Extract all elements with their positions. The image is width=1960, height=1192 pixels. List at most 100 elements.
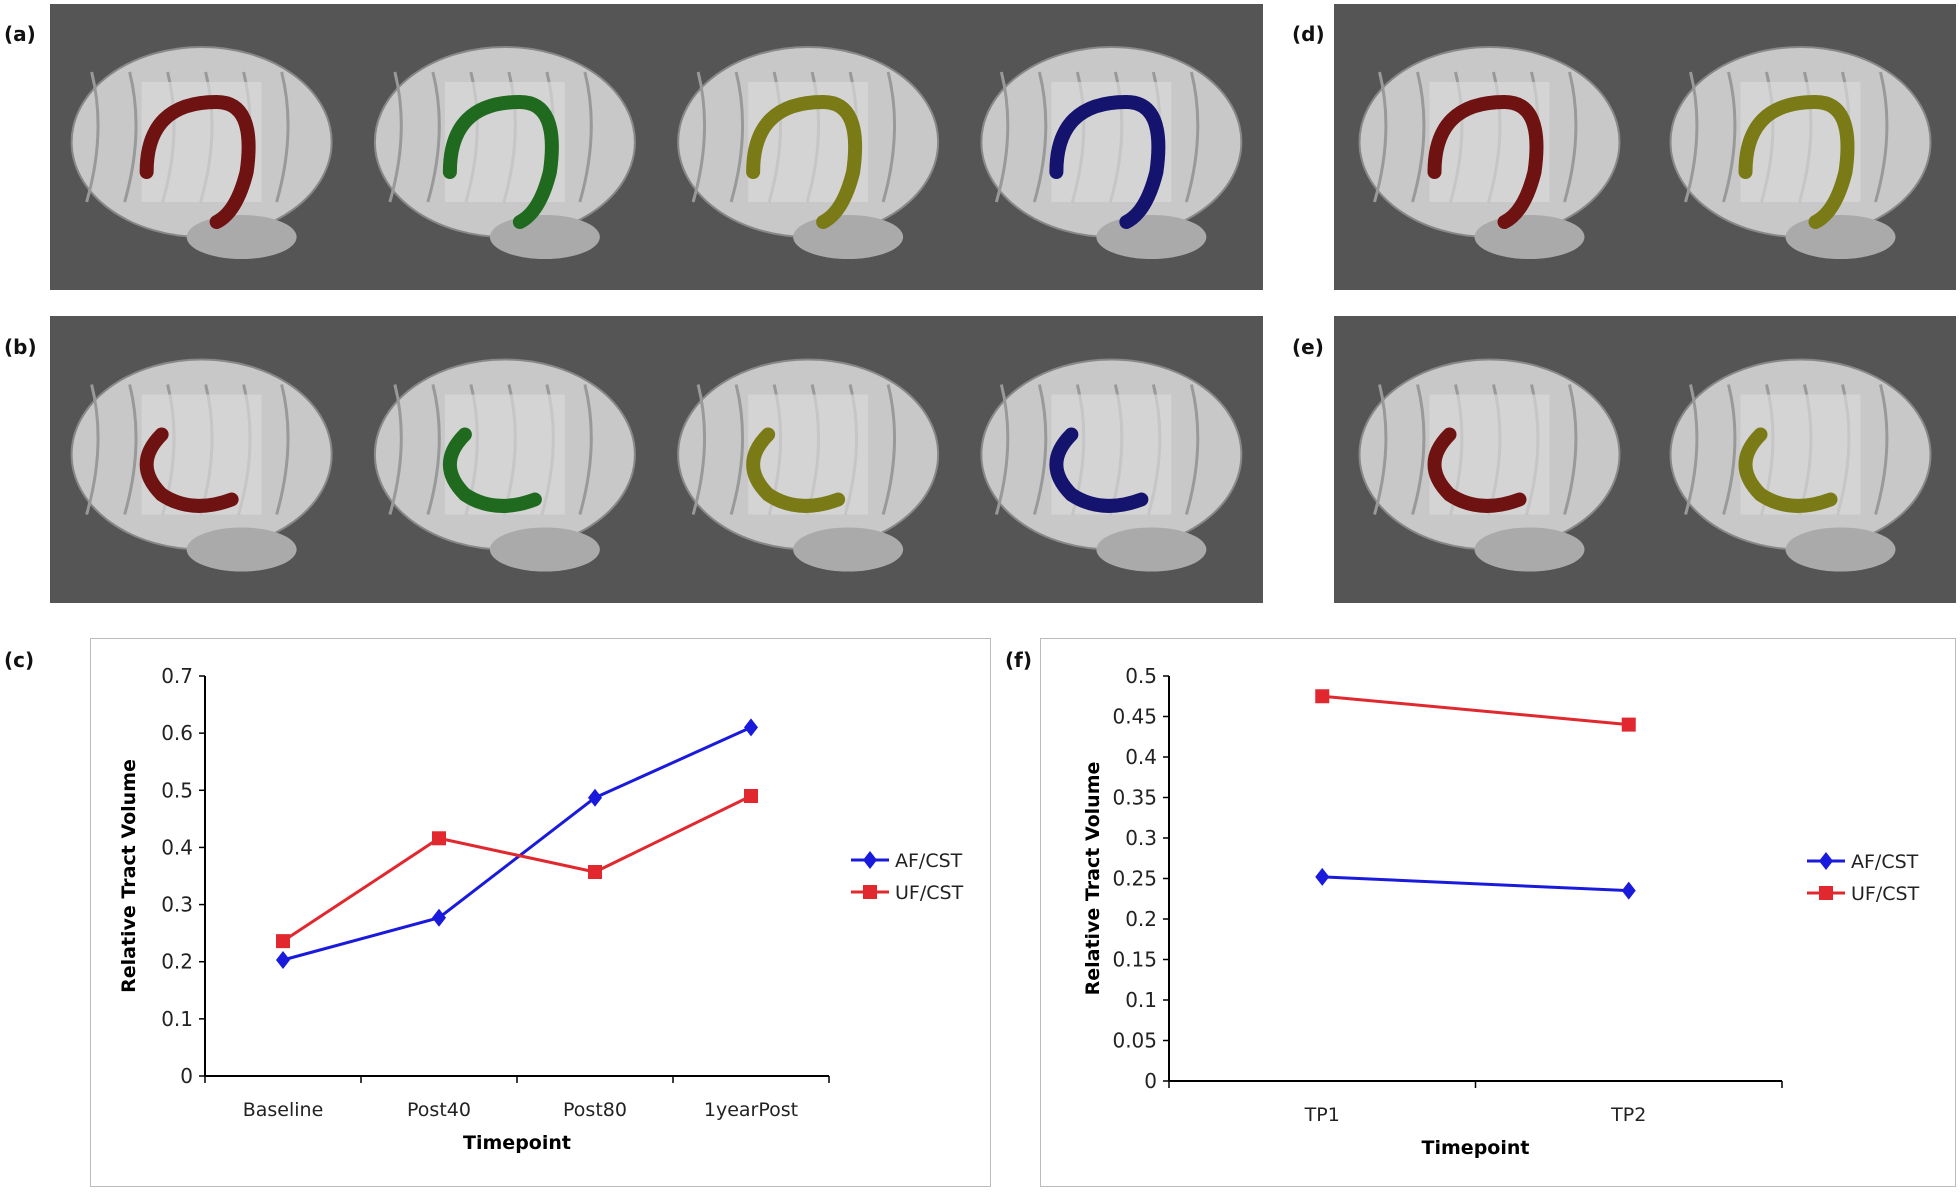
data-point-diamond xyxy=(432,908,446,927)
brain-sulcus xyxy=(275,384,290,515)
brain-sulcus xyxy=(1032,71,1048,203)
brain-rendering xyxy=(70,358,333,572)
series-line xyxy=(282,794,752,943)
series-af-cst xyxy=(276,718,758,969)
panel-label-a: (a) xyxy=(4,22,36,46)
brain-sulcus xyxy=(1722,71,1737,203)
fiber-tract xyxy=(1049,427,1149,513)
brain-panel-e xyxy=(1334,316,1956,603)
series-uf-cst xyxy=(276,789,758,949)
chart-c-frame: 0 0.1 0.2 0.3 0.4 0.5 0.6 0.7 Baseline Post40 Post… xyxy=(90,638,991,1187)
y-axis-title: Relative Tract Volume xyxy=(1082,762,1104,996)
cerebellum xyxy=(793,527,904,572)
cerebellum xyxy=(1785,215,1896,259)
brain-sulcus xyxy=(881,71,897,203)
y-tick-label: 0.05 xyxy=(1112,1029,1157,1053)
fiber-tract xyxy=(139,94,256,229)
legend-entry: AF/CST xyxy=(851,850,963,872)
y-tick-label: 0.45 xyxy=(1112,705,1157,729)
x-tick-label: TP1 xyxy=(1304,1104,1340,1126)
data-point-square xyxy=(863,885,877,899)
fiber-tract xyxy=(139,427,239,513)
cerebellum xyxy=(186,527,297,572)
brain-sulcus xyxy=(1684,71,1699,203)
brain-rendering xyxy=(1669,358,1932,572)
x-tick-label: Baseline xyxy=(243,1099,324,1121)
brain-sulcus xyxy=(994,71,1010,203)
brain-renderings-a xyxy=(70,46,1243,259)
y-tick-label: 0 xyxy=(180,1064,193,1088)
series-line xyxy=(1322,875,1629,893)
brain-sulcus xyxy=(1684,384,1699,515)
x-tick-label: TP2 xyxy=(1610,1104,1646,1126)
brain-renderings-e xyxy=(1358,358,1932,572)
cerebellum xyxy=(1096,215,1207,259)
brain-sulcus xyxy=(1411,384,1426,515)
brain-sulcus xyxy=(729,384,745,515)
data-point-square xyxy=(1819,886,1833,900)
panel-label-b: (b) xyxy=(4,335,37,359)
y-tick-label: 0.2 xyxy=(1125,907,1157,931)
cerebellum xyxy=(1096,527,1207,572)
fiber-tract xyxy=(1427,94,1544,229)
data-point-diamond xyxy=(1315,867,1330,886)
cerebellum xyxy=(793,215,904,259)
panel-label-e: (e) xyxy=(1292,335,1324,359)
brain-rendering xyxy=(373,46,636,259)
y-tick-label: 0.15 xyxy=(1112,948,1157,972)
data-point-square xyxy=(432,831,446,846)
brain-sulcus xyxy=(578,384,593,515)
brain-rendering xyxy=(70,46,333,259)
brain-sulcus xyxy=(729,71,745,203)
series-line xyxy=(1322,694,1629,727)
fiber-tract xyxy=(1738,427,1838,513)
legend-entry: UF/CST xyxy=(851,882,964,904)
brain-sulcus xyxy=(1184,71,1200,203)
brain-sulcus xyxy=(691,71,707,203)
data-point-square xyxy=(276,934,290,949)
y-tick-label: 0.1 xyxy=(161,1007,193,1031)
brain-sulcus xyxy=(1373,71,1388,203)
data-point-diamond xyxy=(588,788,602,807)
brain-renderings-d xyxy=(1358,46,1932,259)
data-point-diamond xyxy=(1621,881,1636,900)
brain-sulcus xyxy=(1411,71,1426,203)
brain-panel-a xyxy=(50,4,1263,290)
x-tick-label: 1yearPost xyxy=(704,1099,798,1121)
data-point-square xyxy=(1315,689,1330,704)
brain-sulcus xyxy=(1563,384,1578,515)
series-af-cst xyxy=(1315,867,1636,900)
fiber-tract xyxy=(1738,94,1855,229)
brain-rendering xyxy=(677,358,940,572)
brain-rendering xyxy=(1358,46,1621,259)
y-tick-label: 0.4 xyxy=(161,835,193,859)
brain-sulcus xyxy=(123,384,138,515)
legend-label: UF/CST xyxy=(1851,883,1920,905)
data-point-diamond xyxy=(744,718,758,737)
y-tick-label: 0.1 xyxy=(1125,988,1157,1012)
legend-label: UF/CST xyxy=(895,882,964,904)
fiber-tract xyxy=(746,427,846,513)
data-point-diamond xyxy=(276,951,290,969)
brain-sulcus xyxy=(85,384,100,515)
brain-sulcus xyxy=(1874,71,1889,203)
chart-f-frame: 0 0.05 0.1 0.15 0.2 0.25 0.3 0.35 0.4 0.45 0.5 TP1 T… xyxy=(1040,638,1956,1187)
brain-sulcus xyxy=(994,384,1010,515)
cerebellum xyxy=(1785,527,1896,572)
legend-entry: UF/CST xyxy=(1807,883,1920,905)
brain-sulcus xyxy=(275,71,290,203)
brain-sulcus xyxy=(1032,384,1048,515)
brain-sulcus xyxy=(1373,384,1388,515)
brain-sulcus xyxy=(123,71,138,203)
data-point-square xyxy=(588,865,602,879)
brain-rendering xyxy=(373,358,636,572)
y-tick-label: 0.5 xyxy=(1125,664,1157,688)
brain-rendering xyxy=(980,46,1243,259)
brain-panel-d xyxy=(1334,4,1956,290)
cerebellum xyxy=(186,215,297,259)
brain-sulcus xyxy=(85,71,100,203)
data-point-square xyxy=(1621,717,1636,732)
y-tick-label: 0.5 xyxy=(161,778,193,802)
cerebellum xyxy=(1474,215,1585,259)
series-line xyxy=(282,726,752,962)
